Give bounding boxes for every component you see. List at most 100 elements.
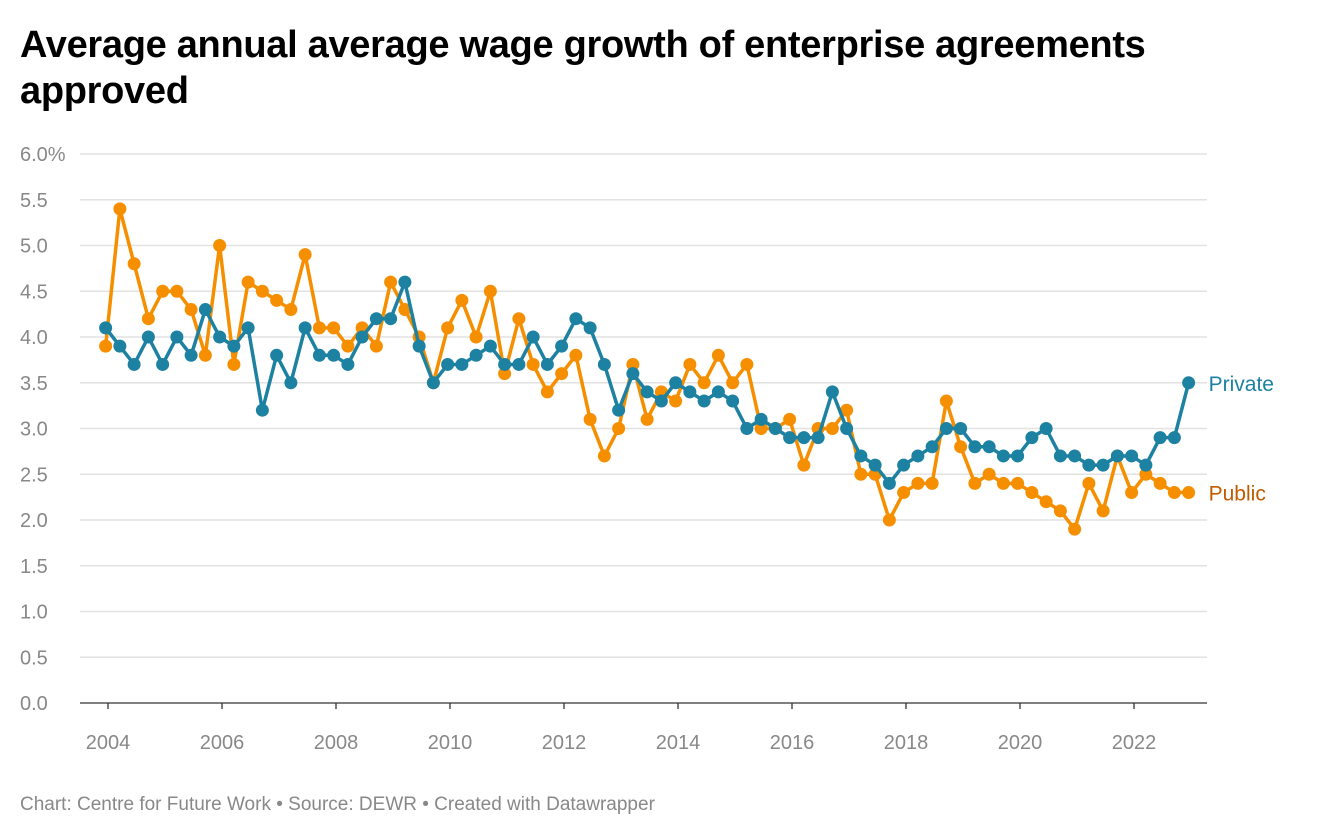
data-point (412, 339, 426, 353)
data-point (996, 449, 1010, 463)
data-point (227, 339, 241, 353)
data-point (626, 367, 640, 381)
data-point (184, 303, 198, 317)
data-point (369, 312, 383, 326)
data-point (441, 357, 455, 371)
x-tick-label: 2014 (656, 732, 701, 754)
data-point (583, 412, 597, 426)
data-point (939, 422, 953, 435)
data-point (1039, 495, 1053, 509)
data-point (498, 357, 512, 371)
data-point (1053, 504, 1067, 518)
data-point (512, 357, 526, 371)
data-point (483, 339, 497, 353)
data-point (498, 367, 512, 381)
data-point (469, 330, 483, 344)
data-point (982, 467, 996, 481)
data-point (255, 403, 269, 417)
data-point (1139, 458, 1153, 472)
data-point (555, 367, 569, 381)
data-point (783, 412, 797, 426)
data-point (540, 357, 554, 371)
data-point (868, 458, 882, 472)
data-point (996, 476, 1010, 490)
data-point (825, 422, 839, 435)
data-point (341, 357, 355, 371)
x-tick-label: 2022 (1112, 732, 1157, 754)
data-point (127, 257, 141, 271)
data-point (612, 422, 626, 435)
data-point (726, 376, 740, 390)
data-point (768, 422, 782, 435)
data-point (954, 440, 968, 454)
data-point (284, 376, 298, 390)
data-point (683, 385, 697, 399)
series-line (103, 207, 1189, 531)
data-point (740, 422, 754, 435)
data-point (512, 312, 526, 326)
series-public (99, 202, 1196, 536)
data-point (711, 385, 725, 399)
y-tick-label: 0.5 (20, 647, 48, 669)
data-point (825, 385, 839, 399)
data-point (555, 339, 569, 353)
data-point (697, 394, 711, 408)
data-point (911, 449, 925, 463)
x-tick-label: 2010 (428, 732, 473, 754)
y-tick-label: 3.5 (20, 373, 48, 395)
data-point (597, 357, 611, 371)
data-point (1182, 376, 1196, 390)
data-point (526, 330, 540, 344)
data-point (797, 458, 811, 472)
y-tick-label: 3.0 (20, 419, 48, 441)
data-point (939, 394, 953, 408)
data-point (882, 513, 896, 527)
x-tick-label: 2020 (998, 732, 1043, 754)
data-point (569, 348, 583, 362)
data-point (1153, 476, 1167, 490)
data-point (312, 348, 326, 362)
data-point (127, 357, 141, 371)
data-point (1053, 449, 1067, 463)
data-point (455, 357, 469, 371)
data-point (654, 394, 668, 408)
data-point (982, 440, 996, 454)
data-point (1167, 486, 1181, 500)
x-tick-label: 2018 (884, 732, 929, 754)
data-point (469, 348, 483, 362)
data-point (811, 431, 825, 445)
data-point (241, 321, 255, 335)
data-point (369, 339, 383, 353)
data-point (483, 284, 497, 298)
data-point (156, 284, 170, 298)
data-point (1125, 486, 1139, 500)
data-point (925, 476, 939, 490)
data-point (298, 248, 312, 262)
data-point (1182, 486, 1196, 500)
data-point (897, 458, 911, 472)
data-point (854, 467, 868, 481)
data-point (1110, 449, 1124, 463)
gridlines (80, 153, 1207, 704)
data-point (925, 440, 939, 454)
data-point (99, 339, 113, 353)
series-label-public: Public (1209, 483, 1266, 506)
data-point (754, 412, 768, 426)
data-point (184, 348, 198, 362)
data-point (540, 385, 554, 399)
data-point (141, 330, 155, 344)
data-point (198, 348, 212, 362)
data-point (384, 275, 398, 289)
y-tick-label: 5.5 (20, 190, 48, 212)
data-point (426, 376, 440, 390)
data-point (797, 431, 811, 445)
x-tick-label: 2008 (314, 732, 359, 754)
data-point (1125, 449, 1139, 463)
data-point (754, 422, 768, 435)
data-point (227, 357, 241, 371)
series-private (99, 275, 1196, 490)
data-point (1039, 422, 1053, 435)
y-tick-label: 4.0 (20, 327, 48, 349)
data-point (170, 330, 184, 344)
data-point (911, 476, 925, 490)
